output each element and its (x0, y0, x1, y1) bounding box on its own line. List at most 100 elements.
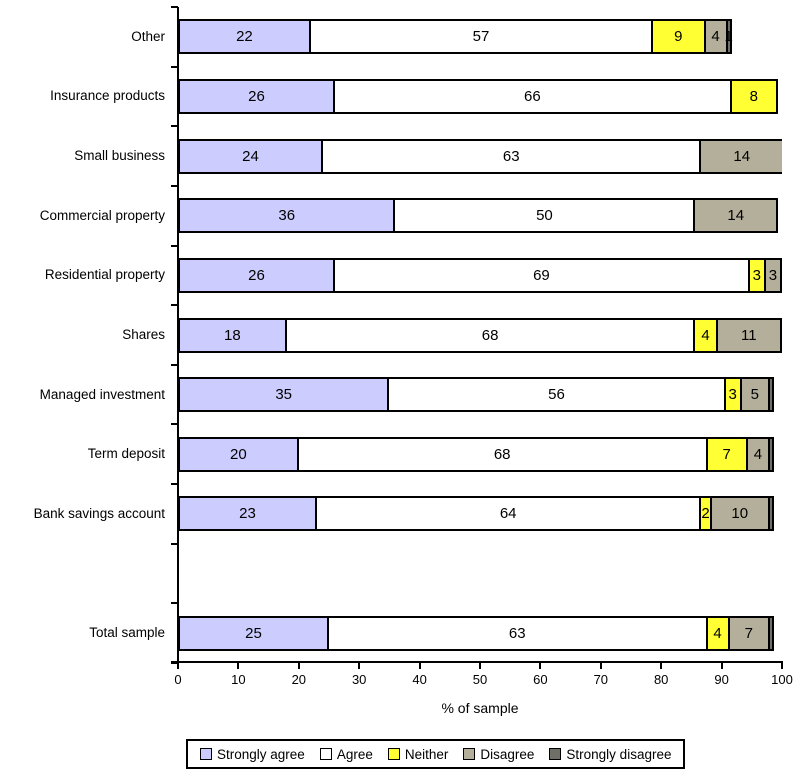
segment-value-label: 7 (722, 445, 731, 463)
x-axis-tick-label: 70 (593, 672, 609, 687)
x-axis-tick-label: 100 (771, 672, 793, 687)
bar-segment-agree: 68 (284, 317, 696, 353)
segment-value-label: 64 (499, 505, 517, 523)
legend-item: Strongly disagree (549, 747, 671, 762)
x-axis-tick-label: 20 (291, 672, 307, 687)
bar-segment-strongly-agree: 25 (178, 615, 329, 651)
segment-value-label: 14 (733, 147, 751, 165)
bar-segment-agree: 56 (387, 377, 726, 413)
y-axis-tick (171, 423, 178, 426)
x-axis-tick-label: 40 (412, 672, 427, 687)
segment-value-label: 24 (242, 147, 259, 165)
segment-value-label: 11 (741, 326, 757, 344)
bar-segment-strongly-agree: 18 (178, 317, 287, 353)
segment-value-label: 35 (275, 386, 293, 404)
category-label: Other (131, 28, 165, 44)
bar-row: 36 50 14 (178, 198, 782, 234)
legend-label: Agree (336, 746, 373, 762)
segment-value-label: 23 (239, 505, 256, 523)
x-axis-tick-label: 30 (351, 672, 367, 687)
bar-segment-neither: 8 (729, 78, 778, 114)
y-axis-tick (171, 304, 178, 307)
bar-segment-disagree: 14 (699, 138, 782, 174)
bar-segment-disagree: 14 (693, 198, 778, 234)
legend-swatch-agree (319, 748, 332, 760)
legend-item: Disagree (463, 747, 534, 762)
bar-segment-disagree: 7 (727, 615, 770, 651)
segment-value-label: 25 (245, 624, 262, 642)
bar-segment-neither: 4 (705, 615, 730, 651)
x-axis-tick (237, 663, 240, 669)
legend-swatch-strongly-disagree (549, 748, 562, 760)
y-axis-tick (171, 184, 178, 187)
y-axis-tick (171, 6, 178, 8)
segment-value-label: 2 (701, 505, 710, 523)
y-axis-tick (171, 125, 178, 128)
bar-segment-disagree: 11 (715, 317, 782, 353)
x-axis-tick (660, 663, 663, 669)
legend-item: Agree (319, 746, 373, 762)
bar-segment-disagree: 4 (745, 436, 770, 472)
segment-value-label: 68 (493, 445, 511, 463)
bar-segment-strongly-agree: 23 (178, 496, 317, 532)
segment-value-label: 36 (278, 207, 296, 225)
segment-value-label: 50 (536, 207, 553, 225)
segment-value-label: 3 (728, 386, 737, 404)
segment-value-label: 4 (753, 445, 763, 463)
bar-segment-agree: 50 (393, 198, 696, 234)
segment-value-label: 7 (744, 624, 753, 642)
bar-row: 24 63 14 (178, 138, 782, 174)
category-label: Managed investment (39, 386, 165, 402)
bar-segment-strongly-disagree (767, 377, 774, 413)
y-axis-tick (171, 602, 178, 605)
bar-segment-strongly-agree: 22 (178, 19, 311, 55)
x-axis-tick-label: 80 (653, 672, 669, 687)
x-axis-tick (418, 663, 421, 669)
bar-segment-disagree: 5 (739, 377, 770, 413)
bar-row: 20 68 7 4 (178, 436, 782, 472)
segment-value-label: 63 (508, 624, 526, 642)
segment-value-label: 4 (713, 624, 722, 642)
x-axis-line (171, 661, 783, 663)
bar-row: 26 66 8 (178, 78, 782, 114)
legend-swatch-disagree (463, 748, 476, 760)
x-axis-title: % of sample (441, 700, 519, 716)
segment-value-label: 14 (727, 207, 745, 225)
bar-segment-disagree: 3 (763, 257, 782, 293)
legend-box: Strongly agree Agree Neither Disagree Strong… (186, 739, 686, 769)
category-label: Bank savings account (33, 505, 165, 521)
bar-segment-neither: 9 (651, 19, 706, 55)
x-axis-tick (358, 663, 361, 669)
bar-row: 22 57 9 4 1 (178, 19, 782, 55)
segment-value-label: 63 (502, 147, 520, 165)
segment-value-label: 26 (248, 266, 265, 284)
x-axis-tick (297, 663, 300, 669)
category-label: Insurance products (50, 88, 165, 104)
legend-label: Strongly agree (217, 746, 305, 762)
segment-value-label: 18 (224, 326, 241, 344)
bar-segment-strongly-disagree (767, 436, 774, 472)
segment-value-label: 20 (230, 445, 247, 463)
legend-item: Strongly agree (200, 747, 305, 762)
bar-segment-agree: 69 (333, 257, 750, 293)
x-axis-tick-label: 50 (472, 672, 488, 687)
x-axis-tick-label: 10 (231, 672, 246, 687)
bar-segment-disagree: 10 (709, 496, 770, 532)
segment-value-label: 9 (674, 28, 683, 46)
segment-value-label: 26 (248, 87, 265, 105)
segment-value-label: 22 (236, 28, 253, 46)
y-axis-tick (171, 65, 178, 68)
x-axis-tick (177, 663, 179, 669)
bar-row: 25 63 4 7 (178, 615, 782, 651)
legend-item: Neither (387, 747, 448, 762)
x-axis-tick (539, 663, 542, 669)
x-axis-tick (720, 663, 723, 669)
category-label: Term deposit (87, 446, 165, 462)
x-axis-tick (599, 663, 602, 669)
category-label: Total sample (89, 625, 165, 641)
x-axis-tick (781, 663, 783, 669)
bar-segment-agree: 63 (320, 138, 702, 174)
category-label: Shares (122, 327, 165, 342)
x-axis-tick-label: 90 (714, 672, 729, 687)
